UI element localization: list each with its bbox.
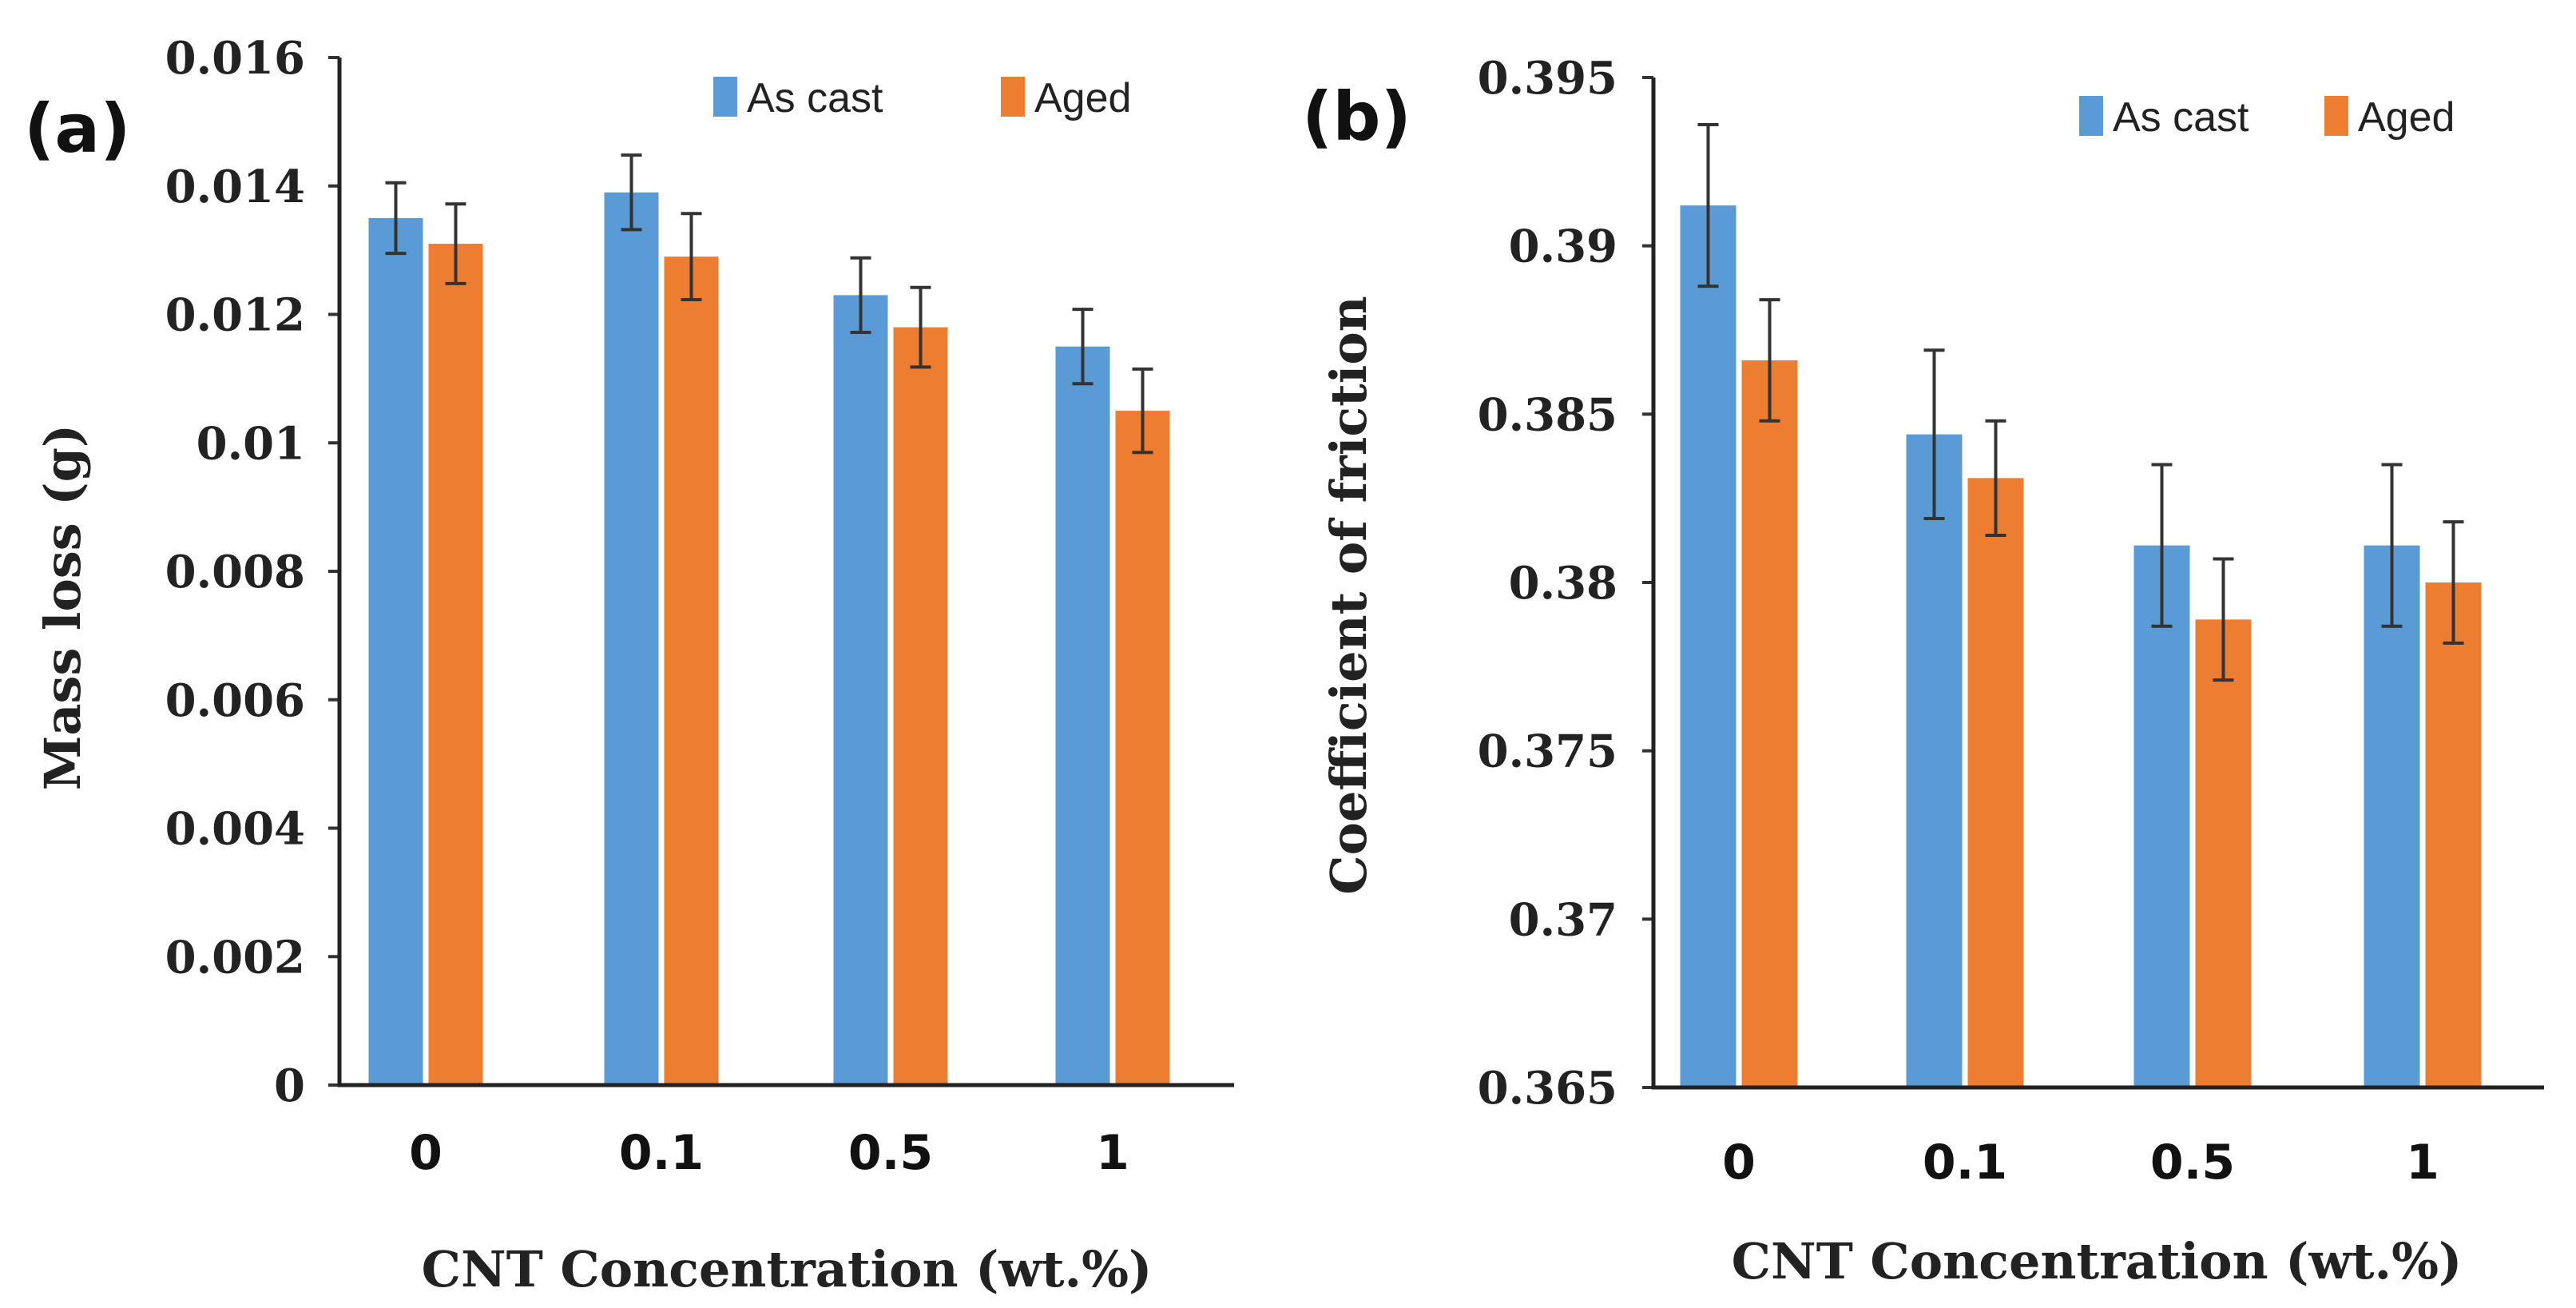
panel-b-y-tick-label: 0.365 xyxy=(1478,1062,1617,1115)
panel-a-x-tick-label: 0 xyxy=(409,1125,443,1181)
panel-a-bar-as-cast xyxy=(368,217,423,1085)
panel-a-legend-label-aged: Aged xyxy=(1034,75,1131,121)
panel-b-label: (b) xyxy=(1302,78,1411,156)
panel-b-y-tick-label: 0.38 xyxy=(1509,557,1617,610)
panel-b-error-bars xyxy=(1697,122,2464,682)
panel-b-error-bar-aged xyxy=(1759,298,1780,423)
panel-a-label: (a) xyxy=(24,89,130,168)
panel-a-x-tick-label: 0.5 xyxy=(848,1125,933,1181)
panel-b-x-ticks: 0 0.1 0.5 1 xyxy=(1722,1135,2439,1191)
panel-b-x-tick-label: 0.5 xyxy=(2150,1135,2235,1191)
chart-panel-a: (a) Mass loss (g) CNT Concentration (wt.… xyxy=(24,32,1234,1298)
panel-a-y-tick-label: 0 xyxy=(274,1060,305,1112)
panel-b-bars xyxy=(1680,205,2482,1087)
panel-a-bar-as-cast xyxy=(833,295,888,1085)
panel-a-error-bar-as-cast xyxy=(1072,308,1094,386)
panel-b-legend-swatch-aged xyxy=(2324,96,2348,136)
panel-a-error-bar-aged xyxy=(445,202,466,285)
panel-b-bar-aged xyxy=(2195,619,2252,1087)
panel-b-y-ticks: 0.365 0.37 0.375 0.38 0.385 0.39 0.395 xyxy=(1478,52,1653,1115)
panel-b-bar-aged xyxy=(1967,478,2024,1087)
panel-a-x-tick-label: 1 xyxy=(1096,1125,1129,1181)
panel-a-legend-swatch-as-cast xyxy=(713,77,737,117)
panel-a-legend-swatch-aged xyxy=(1001,77,1025,117)
panel-a-bar-aged xyxy=(893,327,948,1085)
panel-b-legend-label-as-cast: As cast xyxy=(2113,94,2249,141)
chart-panel-b: (b) Coefficient of friction CNT Concentr… xyxy=(1302,52,2544,1290)
panel-b-error-bar-as-cast xyxy=(1923,348,1945,520)
panel-b-bar-aged xyxy=(1741,360,1798,1087)
panel-a-error-bar-as-cast xyxy=(385,181,407,256)
panel-a-legend-label-as-cast: As cast xyxy=(747,75,883,121)
panel-b-y-tick-label: 0.395 xyxy=(1478,52,1617,105)
panel-a-error-bar-aged xyxy=(910,285,931,369)
panel-b-axes xyxy=(1651,78,2544,1090)
panel-a-axes xyxy=(337,58,1234,1087)
panel-b-error-bar-as-cast xyxy=(2151,463,2173,628)
panel-b-x-tick-label: 1 xyxy=(2406,1135,2439,1191)
panel-a-error-bars xyxy=(385,153,1153,455)
panel-a-bar-as-cast xyxy=(1055,346,1110,1085)
panel-a-y-tick-label: 0.004 xyxy=(165,803,305,856)
panel-a-error-bar-aged xyxy=(1132,367,1153,455)
panel-a-y-tick-label: 0.012 xyxy=(165,289,305,342)
panel-b-bar-as-cast xyxy=(2364,545,2420,1087)
panel-a-bar-as-cast xyxy=(604,192,659,1086)
panel-a-bars xyxy=(368,192,1170,1086)
panel-a-y-tick-label: 0.01 xyxy=(196,417,305,470)
panel-a-legend: As cast Aged xyxy=(713,75,1131,121)
panel-b-x-tick-label: 0.1 xyxy=(1923,1135,2007,1191)
panel-a-error-bar-as-cast xyxy=(850,256,871,335)
panel-a-y-tick-label: 0.002 xyxy=(165,931,305,984)
panel-b-legend-swatch-as-cast xyxy=(2079,96,2103,136)
panel-b-y-tick-label: 0.385 xyxy=(1478,388,1617,441)
panel-a-y-ticks: 0 0.002 0.004 0.006 0.008 0.01 0.012 0.014 0.016 xyxy=(165,32,339,1112)
panel-b-bar-as-cast xyxy=(2133,545,2190,1087)
panel-b-y-axis-title: Coefficient of friction xyxy=(1320,296,1378,895)
panel-b-y-tick-label: 0.375 xyxy=(1478,726,1617,778)
panel-b-y-tick-label: 0.37 xyxy=(1509,893,1617,946)
panel-b-x-axis-title: CNT Concentration (wt.%) xyxy=(1732,1232,2463,1290)
panel-a-x-tick-label: 0.1 xyxy=(619,1125,704,1181)
panel-a-y-tick-label: 0.016 xyxy=(165,32,305,85)
panel-a-y-axis-title: Mass loss (g) xyxy=(34,424,92,791)
panel-b-bar-aged xyxy=(2425,582,2482,1087)
panel-b-legend-label-aged: Aged xyxy=(2358,94,2455,141)
panel-a-error-bar-as-cast xyxy=(621,153,642,232)
panel-b-error-bar-as-cast xyxy=(2381,463,2403,628)
panel-b-y-tick-label: 0.39 xyxy=(1509,221,1617,273)
panel-a-x-ticks: 0 0.1 0.5 1 xyxy=(409,1125,1129,1181)
panel-a-bar-aged xyxy=(1115,411,1170,1085)
panel-b-x-tick-label: 0 xyxy=(1722,1135,1756,1191)
panel-b-error-bar-aged xyxy=(1985,419,2006,538)
panel-a-x-axis-title: CNT Concentration (wt.%) xyxy=(422,1240,1153,1298)
panel-a-y-tick-label: 0.008 xyxy=(165,546,305,598)
panel-a-error-bar-aged xyxy=(681,212,702,302)
panel-b-bar-as-cast xyxy=(1680,205,1737,1087)
panel-a-bar-aged xyxy=(428,244,483,1085)
panel-a-bar-aged xyxy=(664,256,719,1086)
panel-b-error-bar-aged xyxy=(2213,557,2234,682)
panel-b-error-bar-aged xyxy=(2443,520,2464,645)
panel-a-y-tick-label: 0.014 xyxy=(165,161,305,213)
panel-b-legend: As cast Aged xyxy=(2079,94,2455,141)
panel-b-error-bar-as-cast xyxy=(1697,122,1719,288)
panel-a-y-tick-label: 0.006 xyxy=(165,674,305,727)
panel-b-bar-as-cast xyxy=(1906,434,1963,1087)
